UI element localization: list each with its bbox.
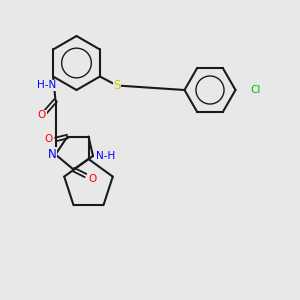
Text: O: O — [88, 173, 97, 184]
Text: O: O — [44, 134, 52, 145]
Text: N: N — [48, 148, 57, 161]
Text: O: O — [38, 110, 46, 121]
Text: S: S — [113, 79, 121, 92]
Text: Cl: Cl — [250, 85, 261, 95]
Text: N-H: N-H — [96, 151, 115, 161]
Text: H-N: H-N — [37, 80, 56, 91]
